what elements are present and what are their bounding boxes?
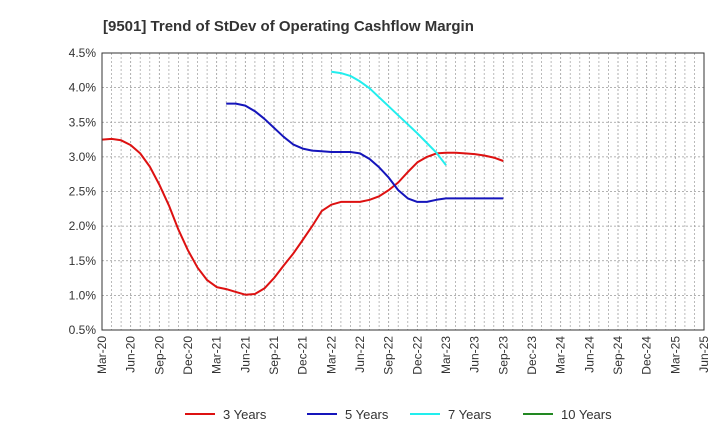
legend: 3 Years 5 Years 7 Years 10 Years [185,407,612,422]
y-tick-label: 1.0% [69,288,97,302]
x-tick-label: Mar-22 [324,336,338,374]
x-tick-label: Jun-20 [124,336,138,373]
y-tick-label: 1.5% [69,254,97,268]
x-tick-label: Mar-20 [95,336,109,374]
x-tick-label: Jun-23 [468,336,482,373]
legend-label: 7 Years [448,407,492,422]
x-tick-label: Sep-22 [382,336,396,375]
x-tick-label: Mar-25 [668,336,682,374]
x-tick-label: Mar-23 [439,336,453,374]
x-tick-label: Sep-21 [267,336,281,375]
legend-label: 3 Years [223,407,267,422]
x-tick-label: Sep-20 [152,336,166,375]
y-axis-ticks: 0.5% 1.0% 1.5% 2.0% 2.5% 3.0% 3.5% 4.0% 4.5% [69,46,97,337]
y-tick-label: 2.5% [69,185,97,199]
plot-frame [101,52,705,331]
x-tick-label: Jun-22 [353,336,367,373]
x-tick-label: Dec-24 [640,336,654,375]
x-axis-ticks: Mar-20 Jun-20 Sep-20 Dec-20 Mar-21 Jun-21 Sep-… [95,336,711,375]
x-tick-label: Jun-25 [697,336,711,373]
x-tick-label: Mar-21 [210,336,224,374]
y-tick-label: 0.5% [69,323,97,337]
series-line-7-years [331,70,447,166]
x-tick-label: Jun-24 [582,336,596,373]
y-tick-label: 2.0% [69,219,97,233]
grid [101,52,705,331]
y-tick-label: 4.5% [69,46,97,60]
series-line-5-years [226,102,504,203]
y-tick-label: 3.5% [69,115,97,129]
y-tick-label: 4.0% [69,81,97,95]
legend-label: 5 Years [345,407,389,422]
x-tick-label: Dec-22 [410,336,424,375]
x-tick-label: Sep-24 [611,336,625,375]
chart-title: [9501] Trend of StDev of Operating Cashf… [103,18,474,35]
legend-label: 10 Years [561,407,612,422]
x-tick-label: Dec-20 [181,336,195,375]
x-tick-label: Dec-23 [525,336,539,375]
x-tick-label: Sep-23 [496,336,510,375]
x-tick-label: Jun-21 [238,336,252,373]
x-tick-label: Mar-24 [554,336,568,374]
y-tick-label: 3.0% [69,150,97,164]
x-tick-label: Dec-21 [296,336,310,375]
series-lines [101,70,504,296]
